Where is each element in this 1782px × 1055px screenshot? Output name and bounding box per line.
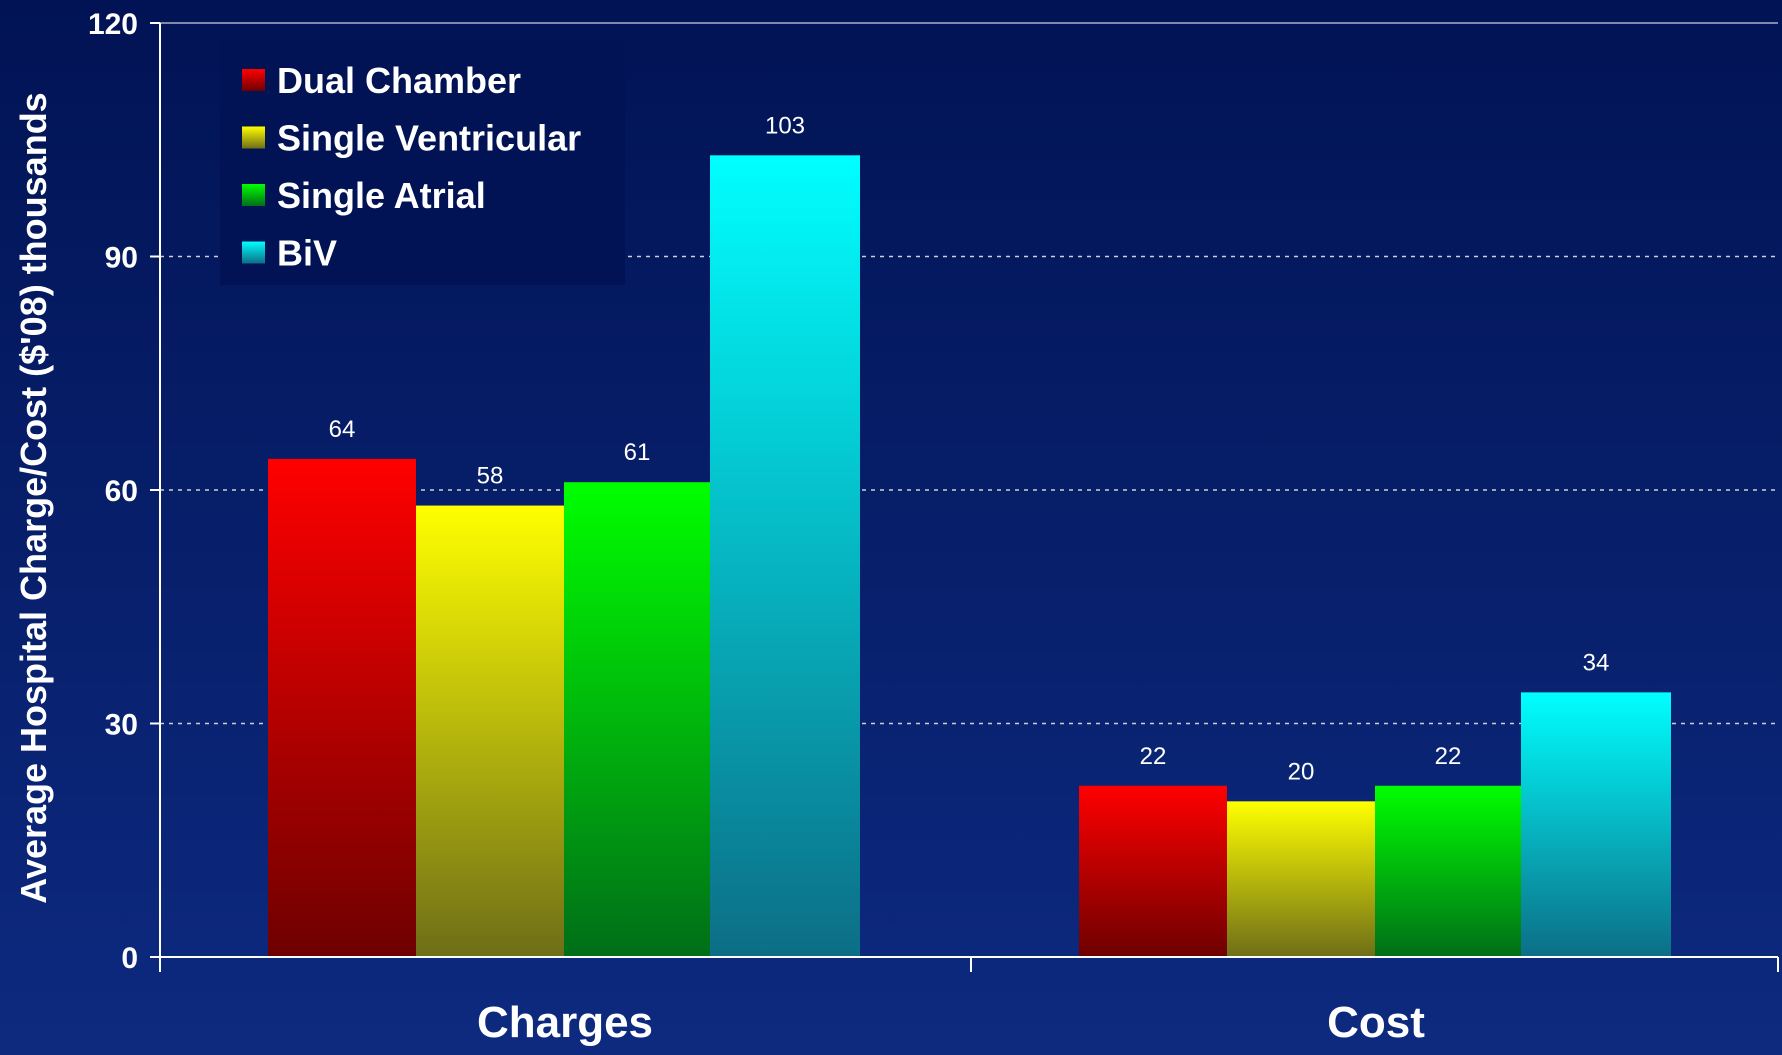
y-tick-label: 60 bbox=[105, 475, 138, 508]
legend-label: Single Atrial bbox=[277, 175, 486, 216]
y-tick-label: 0 bbox=[121, 942, 138, 975]
bar-cost-dual-chamber bbox=[1079, 785, 1227, 957]
legend-label: Single Ventricular bbox=[277, 118, 581, 159]
data-label: 22 bbox=[1140, 743, 1167, 770]
data-label: 64 bbox=[329, 416, 356, 443]
data-label: 22 bbox=[1435, 743, 1462, 770]
category-label: Charges bbox=[477, 998, 653, 1047]
bar-charges-biv bbox=[710, 155, 860, 958]
y-tick-label: 120 bbox=[88, 8, 138, 41]
legend-swatch bbox=[242, 241, 265, 264]
data-label: 58 bbox=[477, 463, 504, 490]
legend-label: BiV bbox=[277, 233, 337, 274]
legend-swatch bbox=[242, 184, 265, 206]
bar-charges-single-atrial bbox=[564, 482, 710, 957]
category-label: Cost bbox=[1327, 998, 1425, 1047]
bar-cost-single-atrial bbox=[1375, 785, 1521, 957]
data-label: 34 bbox=[1583, 649, 1610, 676]
y-tick-label: 30 bbox=[105, 709, 138, 742]
bar-charges-single-ventricular bbox=[416, 505, 564, 957]
legend-swatch bbox=[242, 69, 265, 91]
axes: 0 30 60 90 120 bbox=[88, 8, 1779, 975]
y-tick-label: 90 bbox=[105, 242, 138, 275]
legend-label: Dual Chamber bbox=[277, 60, 521, 101]
bars bbox=[268, 155, 1671, 958]
bar-cost-biv bbox=[1521, 692, 1671, 957]
data-label: 103 bbox=[765, 112, 805, 139]
bar-cost-single-ventricular bbox=[1227, 801, 1375, 957]
legend: Dual Chamber Single Ventricular Single Atr… bbox=[220, 40, 625, 285]
data-label: 61 bbox=[624, 439, 651, 466]
legend-swatch bbox=[242, 126, 265, 149]
data-label: 20 bbox=[1288, 758, 1315, 785]
bar-charges-dual-chamber bbox=[268, 458, 416, 957]
legend-box bbox=[220, 40, 625, 285]
y-axis-title: Average Hospital Charge/Cost ($'08) thou… bbox=[13, 92, 54, 903]
labels: 64 58 61 103 22 20 22 34 Charges Cost bbox=[329, 112, 1610, 1047]
